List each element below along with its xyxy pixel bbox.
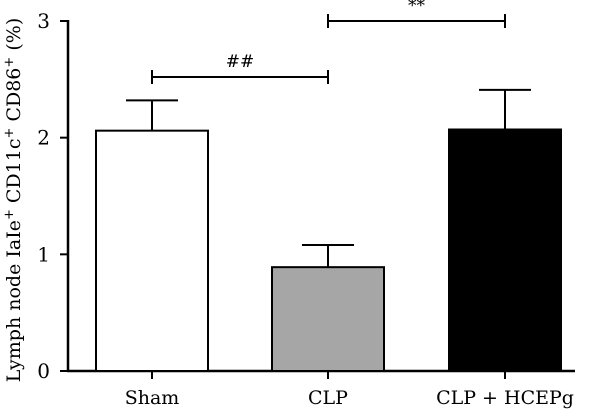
sig-label-1: ** — [408, 0, 426, 16]
x-tick-labels: Sham CLP CLP + HCEPg — [125, 387, 574, 409]
y-axis-title-text-2: CD11c — [3, 139, 25, 210]
significance-brackets: ## ** — [151, 0, 506, 84]
svg-text:Lymph node IaIe+ CD11c+ CD86+: Lymph node IaIe+ CD11c+ CD86+ (%) — [2, 18, 26, 382]
y-axis-title-sup-3: + — [2, 57, 17, 68]
y-axis-title-text-3: CD86 — [3, 68, 25, 128]
x-tick-label-1: CLP — [308, 387, 348, 409]
x-tick-label-0: Sham — [125, 387, 180, 409]
bar-0 — [95, 129, 209, 372]
y-axis-title-text-4: (%) — [3, 18, 25, 57]
y-tick-label-3: 3 — [37, 9, 50, 33]
y-axis-title-text-1: Lymph node IaIe — [3, 220, 25, 382]
y-axis-title-sup-1: + — [2, 209, 17, 220]
y-axis-title-sup-2: + — [2, 128, 17, 139]
y-tick-label-2: 2 — [37, 126, 50, 150]
y-tick-label-0: 0 — [37, 359, 50, 383]
bar-1 — [271, 266, 385, 372]
sig-label-0: ## — [226, 52, 255, 72]
y-tick-label-1: 1 — [37, 242, 50, 266]
bars — [95, 88, 562, 372]
x-tick-label-2: CLP + HCEPg — [436, 387, 574, 409]
bar-2 — [448, 128, 562, 372]
y-axis-title: Lymph node IaIe+ CD11c+ CD86+ (%) — [2, 18, 26, 382]
